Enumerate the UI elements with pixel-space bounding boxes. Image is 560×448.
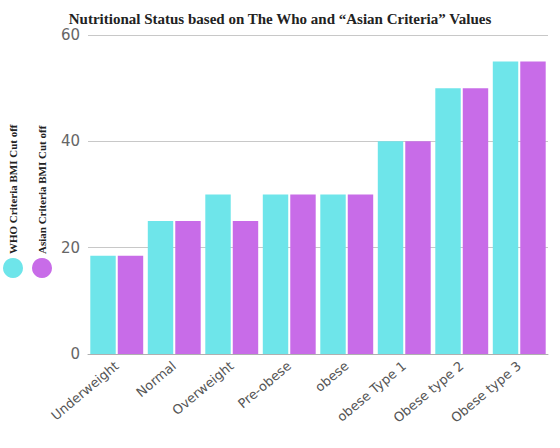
svg-text:obese: obese xyxy=(312,358,352,395)
svg-text:Obese type 3: Obese type 3 xyxy=(448,358,524,425)
svg-text:Overweight: Overweight xyxy=(169,358,236,418)
svg-text:Underweight: Underweight xyxy=(48,358,121,423)
svg-text:WHO Criteria BMI Cut off: WHO Criteria BMI Cut off xyxy=(7,124,19,254)
svg-text:40: 40 xyxy=(61,132,80,150)
svg-text:0: 0 xyxy=(70,345,80,363)
svg-text:Normal: Normal xyxy=(133,358,179,400)
svg-text:obese Type 1: obese Type 1 xyxy=(334,358,410,425)
svg-text:20: 20 xyxy=(61,239,80,257)
svg-text:Asian Criteria BMI Cut off: Asian Criteria BMI Cut off xyxy=(36,125,48,254)
svg-text:60: 60 xyxy=(61,26,80,44)
svg-text:Obese type 2: Obese type 2 xyxy=(390,358,467,426)
svg-text:Pre-obese: Pre-obese xyxy=(235,358,294,411)
svg-text:Nutritional Status based on Th: Nutritional Status based on The Who and … xyxy=(69,11,492,27)
